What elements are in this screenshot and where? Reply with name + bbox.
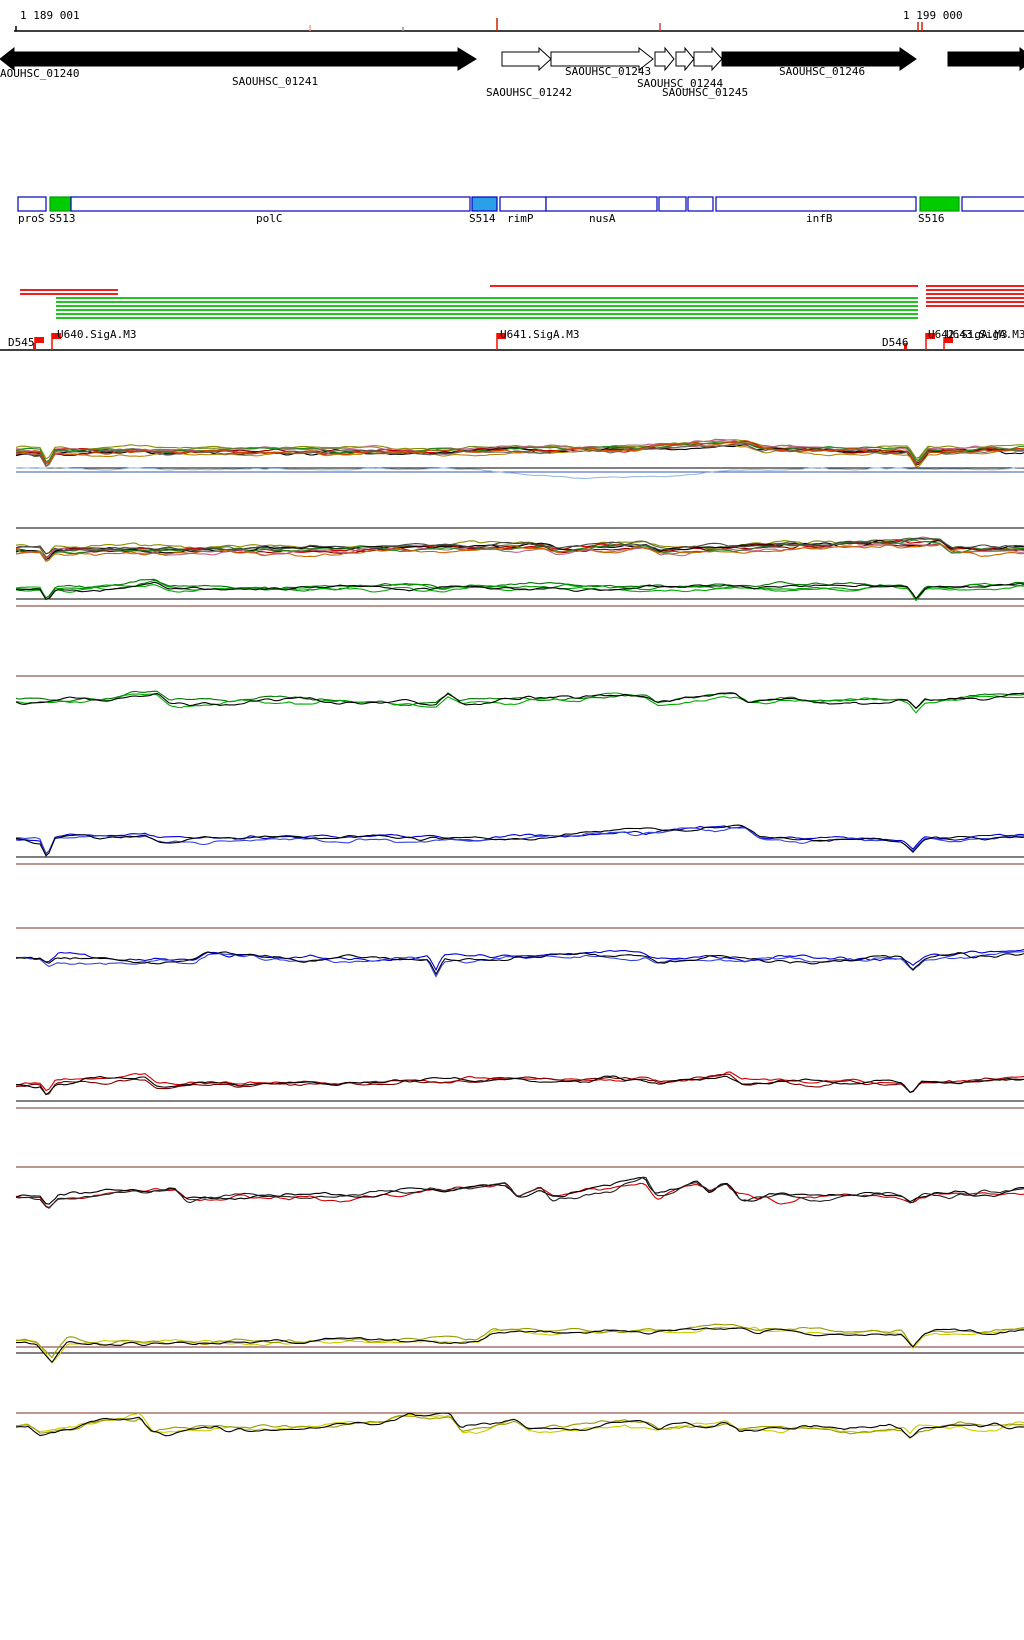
coverage-line — [15, 537, 1024, 555]
gene-arrow[interactable] — [947, 46, 1024, 72]
coverage-line — [15, 825, 1024, 855]
coverage-line — [15, 1073, 1024, 1096]
gene-arrow[interactable] — [721, 47, 917, 71]
coverage-line — [15, 581, 1024, 601]
promoter-flag[interactable] — [926, 333, 935, 339]
model-box[interactable] — [687, 196, 714, 212]
coverage-line — [15, 544, 1024, 563]
coverage-line — [15, 951, 1024, 976]
coverage-blue-1 — [15, 824, 1024, 865]
promoter-flag[interactable] — [35, 337, 44, 343]
marker-label: D545 — [8, 336, 35, 349]
terminator-mark[interactable] — [904, 343, 907, 350]
gene-arrow[interactable] — [63, 47, 477, 71]
coverage-line — [15, 1412, 1024, 1439]
model-box[interactable] — [715, 196, 917, 212]
gene-arrow[interactable] — [0, 46, 65, 72]
promoter-flag[interactable] — [52, 333, 61, 339]
model-label: infB — [806, 212, 833, 225]
coverage-green-1 — [15, 578, 1024, 607]
coverage-line — [15, 1182, 1024, 1209]
model-label: S513 — [49, 212, 76, 225]
model-label: S514 — [469, 212, 496, 225]
coverage-line — [15, 578, 1024, 600]
coverage-line — [15, 824, 1024, 857]
marker-label: U643.SigA.M3 — [946, 328, 1024, 341]
coverage-green-2 — [15, 675, 1024, 714]
gene-arrow[interactable] — [693, 46, 723, 72]
gene-label: SAOUHSC_01245 — [662, 86, 749, 99]
coverage-line — [15, 1326, 1024, 1364]
gene-label: SAOUHSC_01244 — [637, 77, 724, 90]
gene-arrow[interactable] — [675, 46, 695, 72]
gene-label: SAOUHSC_01242 — [486, 86, 573, 99]
coverage-yellow-1 — [15, 1323, 1024, 1364]
model-label: S516 — [918, 212, 945, 225]
coverage-line — [15, 1071, 1024, 1093]
marker-label: D546 — [882, 336, 909, 349]
marker-label: U642.SigA.M3 — [928, 328, 1008, 341]
coverage-red-2 — [15, 1166, 1024, 1209]
marker-label: U641.SigA.M3 — [500, 328, 580, 341]
coverage-yellow-2 — [15, 1412, 1024, 1439]
gene-label: AOUHSC_01240 — [0, 67, 80, 80]
coverage-line — [16, 1327, 1024, 1364]
coverage-all-1 — [15, 438, 1024, 480]
model-box[interactable] — [17, 196, 47, 212]
coverage-line — [15, 444, 1024, 468]
terminator-mark[interactable] — [33, 343, 36, 350]
coverage-line — [15, 440, 1024, 465]
model-box[interactable] — [70, 196, 471, 212]
model-label: nusA — [589, 212, 616, 225]
marker-label: U640.SigA.M3 — [57, 328, 137, 341]
coverage-line — [15, 1075, 1024, 1096]
gene-label: SAOUHSC_01243 — [565, 65, 652, 78]
coverage-line-extra — [15, 466, 1024, 480]
ruler-left-label: 1 189 001 — [20, 9, 80, 22]
coverage-blue-2 — [15, 927, 1024, 978]
model-box[interactable] — [471, 196, 498, 212]
gene-label: SAOUHSC_01241 — [232, 75, 319, 88]
model-box[interactable] — [545, 196, 658, 212]
coverage-line — [15, 827, 1024, 855]
model-label: polC — [256, 212, 283, 225]
gene-arrow[interactable] — [501, 46, 552, 72]
model-box[interactable] — [49, 196, 72, 212]
ruler-right-label: 1 199 000 — [903, 9, 963, 22]
model-box[interactable] — [658, 196, 687, 212]
coverage-line — [15, 692, 1024, 714]
gene-label: SAOUHSC_01246 — [779, 65, 866, 78]
gene-arrow[interactable] — [654, 46, 675, 72]
gene-arrow[interactable] — [550, 46, 654, 72]
model-box[interactable] — [961, 196, 1024, 212]
coverage-line — [15, 1323, 1024, 1359]
coverage-line — [15, 1414, 1024, 1439]
coverage-line — [15, 1412, 1024, 1435]
coverage-red-1 — [15, 1071, 1024, 1109]
model-label: proS — [18, 212, 45, 225]
promoter-flag[interactable] — [497, 333, 506, 339]
coverage-all-2 — [15, 527, 1024, 563]
promoter-flag[interactable] — [944, 337, 953, 343]
coverage-line — [15, 692, 1024, 709]
model-box[interactable] — [919, 196, 960, 212]
coverage-line — [15, 948, 1024, 972]
model-box[interactable] — [499, 196, 547, 212]
model-label: rimP — [507, 212, 534, 225]
coverage-line — [15, 1176, 1024, 1209]
